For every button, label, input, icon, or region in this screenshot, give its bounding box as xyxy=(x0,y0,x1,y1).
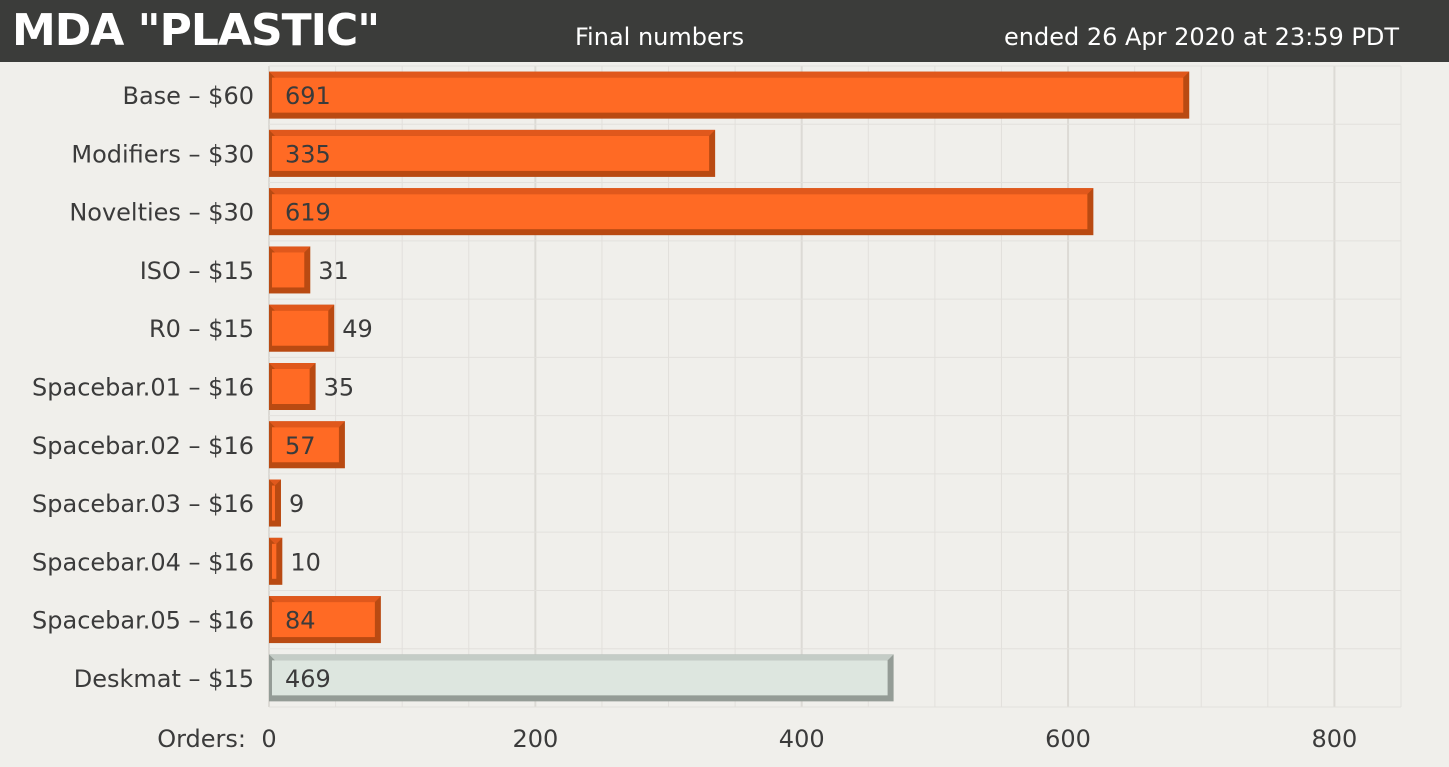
data-label: 10 xyxy=(290,548,321,576)
bar-6 xyxy=(269,363,316,410)
category-label: R0 – $15 xyxy=(149,315,254,343)
end-date-text: ended 26 Apr 2020 at 23:59 PDT xyxy=(1003,23,1399,51)
bar-bevel-top xyxy=(269,304,335,311)
data-label: 31 xyxy=(318,257,349,285)
bar-face xyxy=(272,310,329,346)
data-label: 57 xyxy=(285,432,316,460)
category-label: Deskmat – $15 xyxy=(74,665,254,693)
bar-4 xyxy=(269,246,311,294)
bar-face xyxy=(272,252,305,288)
x-tick-label: 400 xyxy=(779,725,825,753)
x-tick-label: 0 xyxy=(261,725,276,753)
bar-bevel-top xyxy=(269,537,283,544)
data-label: 335 xyxy=(285,140,331,168)
bar-11 xyxy=(269,654,894,702)
data-label: 9 xyxy=(289,490,304,518)
bar-bevel-top xyxy=(269,654,894,661)
bar-7 xyxy=(269,421,345,469)
bar-3 xyxy=(269,188,1094,236)
bar-1 xyxy=(269,71,1190,119)
page-subtitle: Final numbers xyxy=(575,23,745,51)
chart-bars xyxy=(269,71,1190,702)
category-label: Spacebar.01 – $16 xyxy=(32,374,254,402)
x-tick-label: 200 xyxy=(512,725,558,753)
category-label: Spacebar.02 – $16 xyxy=(32,432,254,460)
header-bar: MDA "PLASTIC" Final numbers ended 26 Apr… xyxy=(0,0,1449,62)
category-label: Spacebar.05 – $16 xyxy=(32,607,254,635)
x-axis-label: Orders: xyxy=(157,725,246,753)
bar-face xyxy=(272,135,710,171)
bar-bevel-top xyxy=(269,479,281,486)
category-label: Modifiers – $30 xyxy=(71,140,254,168)
data-label: 84 xyxy=(285,607,316,635)
chart-labels: Base – $60 691 Modifiers – $30 335 Novelties… xyxy=(32,82,373,693)
bar-2 xyxy=(269,129,716,177)
data-label: 49 xyxy=(342,315,373,343)
data-label: 35 xyxy=(324,374,355,402)
category-label: Novelties – $30 xyxy=(69,199,254,227)
data-label: 691 xyxy=(285,82,331,110)
bar-bevel-top xyxy=(269,421,345,428)
bar-10 xyxy=(269,596,381,644)
bar-5 xyxy=(269,304,335,352)
bar-8 xyxy=(269,479,281,527)
data-label: 469 xyxy=(285,665,331,693)
x-tick-label: 600 xyxy=(1045,725,1091,753)
x-tick-label: 800 xyxy=(1312,725,1358,753)
page-title: MDA "PLASTIC" xyxy=(12,5,380,56)
bar-face xyxy=(272,602,375,638)
category-label: Spacebar.04 – $16 xyxy=(32,548,254,576)
category-label: ISO – $15 xyxy=(140,257,254,285)
bar-bevel-top xyxy=(269,129,716,136)
bar-bevel-top xyxy=(269,188,1094,195)
bar-face xyxy=(272,77,1184,113)
bar-bevel-top xyxy=(269,363,316,369)
category-label: Base – $60 xyxy=(122,82,254,110)
bar-face xyxy=(272,485,275,521)
bar-face xyxy=(272,427,339,463)
bar-face xyxy=(272,543,277,579)
bar-face xyxy=(272,369,310,404)
chart-x-axis: 0 200 400 600 800 Orders: xyxy=(157,725,1357,753)
bar-face xyxy=(272,660,888,696)
bar-face xyxy=(272,194,1088,230)
bar-bevel-top xyxy=(269,596,381,603)
data-label: 619 xyxy=(285,199,331,227)
bar-bevel-top xyxy=(269,71,1190,78)
bar-bevel-top xyxy=(269,246,311,253)
category-label: Spacebar.03 – $16 xyxy=(32,490,254,518)
bar-9 xyxy=(269,537,283,585)
bar-edge xyxy=(269,479,281,527)
